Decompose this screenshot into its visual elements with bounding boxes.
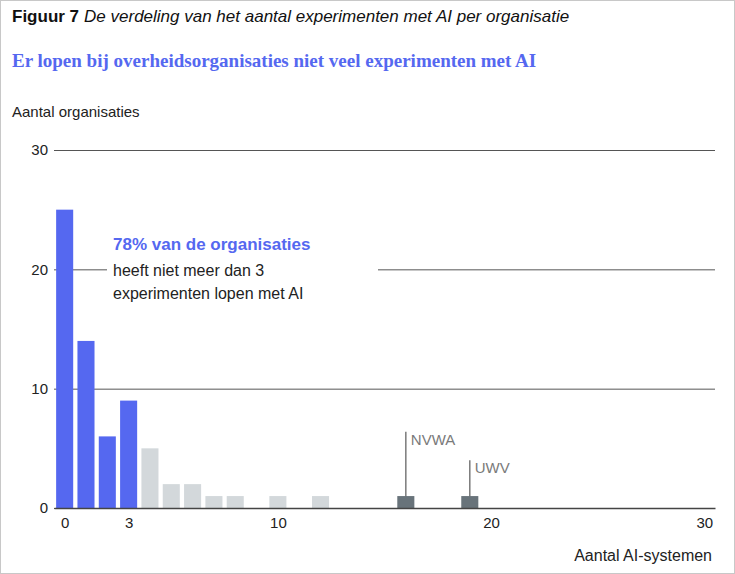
annotation-label: NVWA (411, 431, 455, 448)
chart: Figuur 7 De verdeling van het aantal expe… (0, 0, 735, 574)
bars (56, 210, 478, 508)
bar (397, 496, 414, 508)
x-tick: 0 (61, 508, 69, 531)
frame (1, 1, 735, 574)
y-axis-line (54, 151, 55, 509)
bar (141, 448, 158, 508)
bar (269, 496, 286, 508)
x-tick-label: 0 (61, 514, 69, 531)
y-axis-title: Aantal organisaties (12, 103, 140, 120)
bar (99, 436, 116, 508)
title-line: Figuur 7 De verdeling van het aantal expe… (12, 7, 569, 26)
x-axis-title: Aantal AI-systemen (574, 547, 712, 564)
grid-line (54, 150, 715, 151)
x-axis: 0 3 10 20 30 (55, 508, 716, 531)
subtitle: Er lopen bij overheidsorganisaties niet … (12, 50, 536, 71)
x-tick-label: 10 (270, 514, 287, 531)
y-tick-label: 20 (31, 261, 48, 278)
x-tick: 3 (125, 508, 133, 531)
x-tick: 30 (696, 508, 713, 531)
bar (312, 496, 329, 508)
annotation-label: UWV (475, 459, 510, 476)
bar (184, 484, 201, 508)
annotations: NVWA UWV (406, 431, 510, 508)
x-tick-label: 30 (696, 514, 713, 531)
y-tick-label: 10 (31, 380, 48, 397)
y-axis: 0 10 20 30 (31, 141, 715, 516)
title: De verdeling van het aantal experimenten… (84, 7, 569, 26)
callout-highlight: 78% van de organisaties (113, 235, 310, 254)
bar (461, 496, 478, 508)
bar (205, 496, 222, 508)
callout-background (107, 231, 378, 306)
x-axis-line (55, 508, 716, 510)
bar (56, 210, 73, 508)
grid-line (54, 389, 715, 390)
x-tick-label: 3 (125, 514, 133, 531)
figure-label: Figuur 7 (12, 7, 79, 26)
x-tick-label: 20 (483, 514, 500, 531)
y-tick: 10 (31, 380, 715, 397)
bar (227, 496, 244, 508)
callout-text: experimenten lopen met AI (113, 285, 303, 302)
x-tick: 10 (270, 508, 287, 531)
y-tick-label: 0 (40, 499, 48, 516)
callout-text: heeft niet meer dan 3 (113, 262, 264, 279)
grid-line (54, 508, 715, 509)
bar (120, 401, 137, 508)
bar (77, 341, 94, 508)
x-tick: 20 (483, 508, 500, 531)
y-tick: 0 (40, 499, 715, 516)
y-tick: 30 (31, 141, 715, 158)
bar (163, 484, 180, 508)
y-tick-label: 30 (31, 141, 48, 158)
